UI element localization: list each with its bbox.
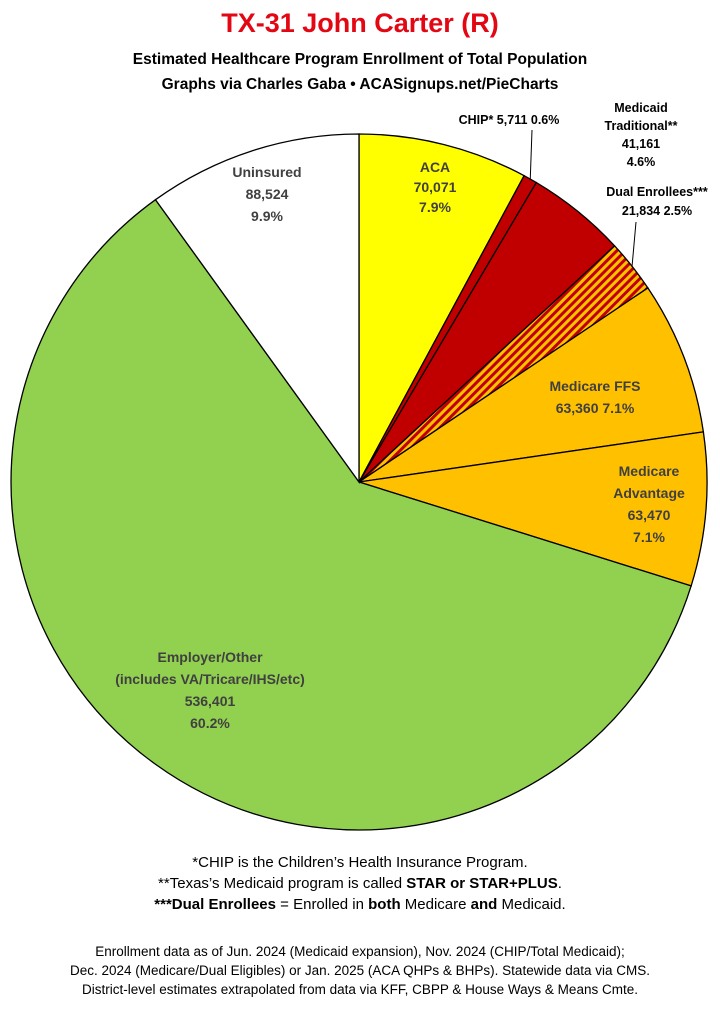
source-line: Enrollment data as of Jun. 2024 (Medicai… [95,944,625,959]
slice-label-employer-other: Employer/Other (includes VA/Tricare/IHS/e… [115,649,305,731]
chart-subtitle: Estimated Healthcare Program Enrollment … [132,51,588,68]
source-line: District-level estimates extrapolated fr… [82,982,638,997]
leader-line-chip [529,129,533,180]
slice-label-dual-enrollees: Dual Enrollees*** 21,834 2.5% [606,185,708,218]
slice-label-uninsured: Uninsured 88,524 9.9% [232,164,301,224]
slice-label-chip: CHIP* 5,711 0.6% [459,113,560,127]
pie-slice-uninsured [154,133,360,485]
source-line: Dec. 2024 (Medicare/Dual Eligibles) or J… [70,963,650,978]
slice-label-medicare-ffs: Medicare FFS 63,360 7.1% [549,378,640,416]
slice-label-medicaid-traditional: Medicaid Traditional** 41,161 4.6% [605,101,678,169]
pie-slice-medicare-advantage [358,431,708,587]
pie-slice-employer-other [10,198,692,831]
footnote-chip: *CHIP is the Children’s Health Insurance… [192,854,528,871]
pie-slice-aca [358,133,526,483]
footnotes: *CHIP is the Children’s Health Insurance… [0,852,720,915]
data-sources: Enrollment data as of Jun. 2024 (Medicai… [0,942,720,999]
footnote-dual: ***Dual Enrollees = Enrolled in both Med… [154,896,566,913]
slice-label-aca: ACA 70,071 7.9% [414,159,457,215]
pie-slice-medicare-ffs [358,287,705,483]
footnote-medicaid: **Texas’s Medicaid program is called STA… [158,875,562,892]
chart-title: TX-31 John Carter (R) [221,8,499,38]
slice-label-medicare-advantage: Medicare Advantage 63,470 7.1% [613,463,685,545]
leader-line-dual-enrollees [631,221,637,267]
chart-credit: Graphs via Charles Gaba • ACASignups.net… [161,76,559,93]
